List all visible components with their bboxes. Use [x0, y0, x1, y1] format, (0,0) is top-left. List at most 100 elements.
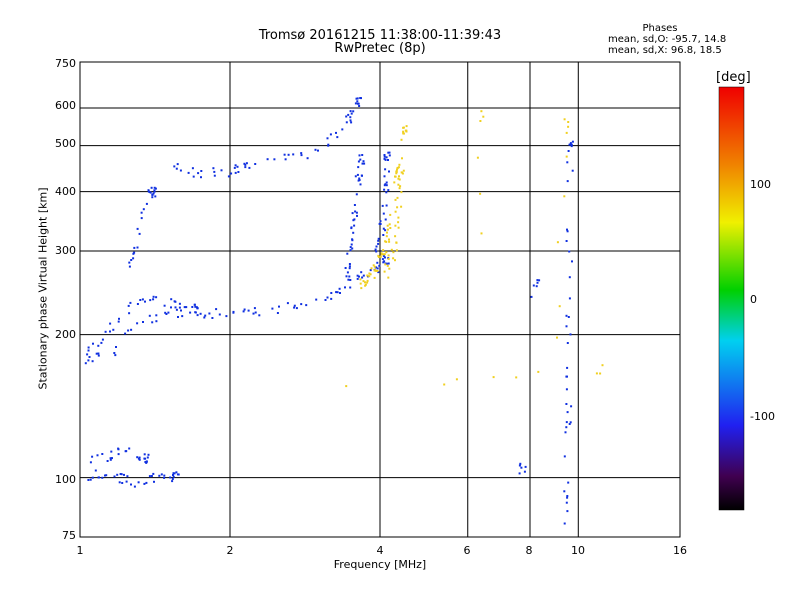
data-point [397, 166, 400, 169]
data-point [389, 213, 392, 216]
phase-stats-heading: Phases [642, 23, 678, 34]
data-point [359, 158, 362, 161]
data-point [379, 220, 382, 223]
data-point [358, 105, 361, 107]
data-point [163, 304, 166, 307]
data-point [145, 460, 148, 463]
data-point [94, 469, 97, 472]
data-point [244, 166, 247, 169]
data-point [567, 481, 570, 484]
data-point [384, 263, 387, 266]
data-point [155, 296, 158, 299]
data-point [327, 143, 330, 146]
data-point [172, 475, 175, 478]
data-point [378, 264, 381, 267]
data-point [248, 166, 251, 169]
data-point [152, 295, 155, 298]
data-point [177, 473, 180, 476]
data-point [394, 210, 397, 213]
data-point [536, 279, 539, 282]
data-point [147, 190, 150, 193]
data-point [384, 158, 387, 161]
data-point [377, 239, 380, 242]
data-point [393, 181, 396, 184]
data-point [127, 329, 130, 332]
data-point [601, 364, 604, 367]
data-point [117, 448, 120, 451]
data-point [194, 311, 197, 314]
data-point [295, 307, 298, 310]
data-point [300, 152, 303, 155]
x-tick-label: 4 [376, 544, 384, 557]
data-point [400, 138, 403, 141]
data-point [243, 162, 246, 165]
data-point [348, 265, 351, 268]
data-point [383, 253, 386, 256]
data-point [169, 476, 172, 479]
data-point [361, 154, 364, 156]
data-point [142, 208, 145, 211]
data-point [138, 458, 141, 461]
data-point [101, 476, 104, 479]
data-point [350, 243, 353, 246]
data-point [234, 171, 237, 174]
data-point [345, 121, 348, 124]
data-point [191, 167, 194, 170]
x-tick-label: 10 [571, 544, 585, 557]
data-point [366, 279, 369, 282]
data-point [151, 196, 154, 199]
data-point [400, 171, 403, 174]
data-point [395, 249, 398, 252]
data-point [394, 198, 397, 201]
data-point [196, 307, 199, 310]
data-point [535, 285, 538, 288]
data-point [349, 246, 352, 249]
data-point [397, 226, 400, 229]
data-point [244, 163, 247, 166]
data-point [136, 227, 139, 230]
data-point [345, 385, 348, 388]
data-point [402, 169, 405, 172]
data-point [276, 312, 279, 314]
phase-stats-x: mean, sd,X: 96.8, 18.5 [608, 45, 722, 56]
data-point [375, 250, 378, 253]
data-point [369, 269, 372, 272]
data-point [564, 431, 567, 434]
colorbar-tick: 0 [750, 293, 757, 306]
data-point [167, 311, 170, 314]
data-point [189, 311, 192, 314]
data-point [196, 314, 199, 317]
data-point [565, 421, 568, 424]
data-point [174, 306, 177, 309]
data-point [300, 154, 303, 157]
data-point [385, 204, 388, 207]
data-point [132, 252, 135, 255]
data-point [286, 302, 289, 305]
data-point [361, 162, 364, 165]
data-point [144, 300, 146, 303]
data-point [361, 174, 363, 177]
data-point [567, 316, 570, 318]
data-point [402, 130, 405, 133]
data-point [523, 470, 526, 473]
data-point [106, 460, 109, 462]
data-point [187, 171, 190, 174]
data-point [386, 231, 388, 234]
data-point [536, 281, 539, 284]
data-point [565, 240, 568, 242]
data-point [97, 476, 100, 479]
data-point [384, 256, 386, 259]
data-point [385, 156, 388, 159]
data-point [178, 302, 181, 305]
data-point [126, 475, 129, 478]
data-point [172, 472, 175, 475]
data-point [232, 311, 235, 314]
data-point [566, 161, 569, 164]
data-point [394, 259, 396, 262]
data-point [211, 317, 214, 319]
data-point [133, 485, 136, 488]
data-point [146, 456, 149, 459]
data-point [349, 249, 352, 252]
data-point [91, 476, 94, 479]
data-point [363, 162, 366, 165]
